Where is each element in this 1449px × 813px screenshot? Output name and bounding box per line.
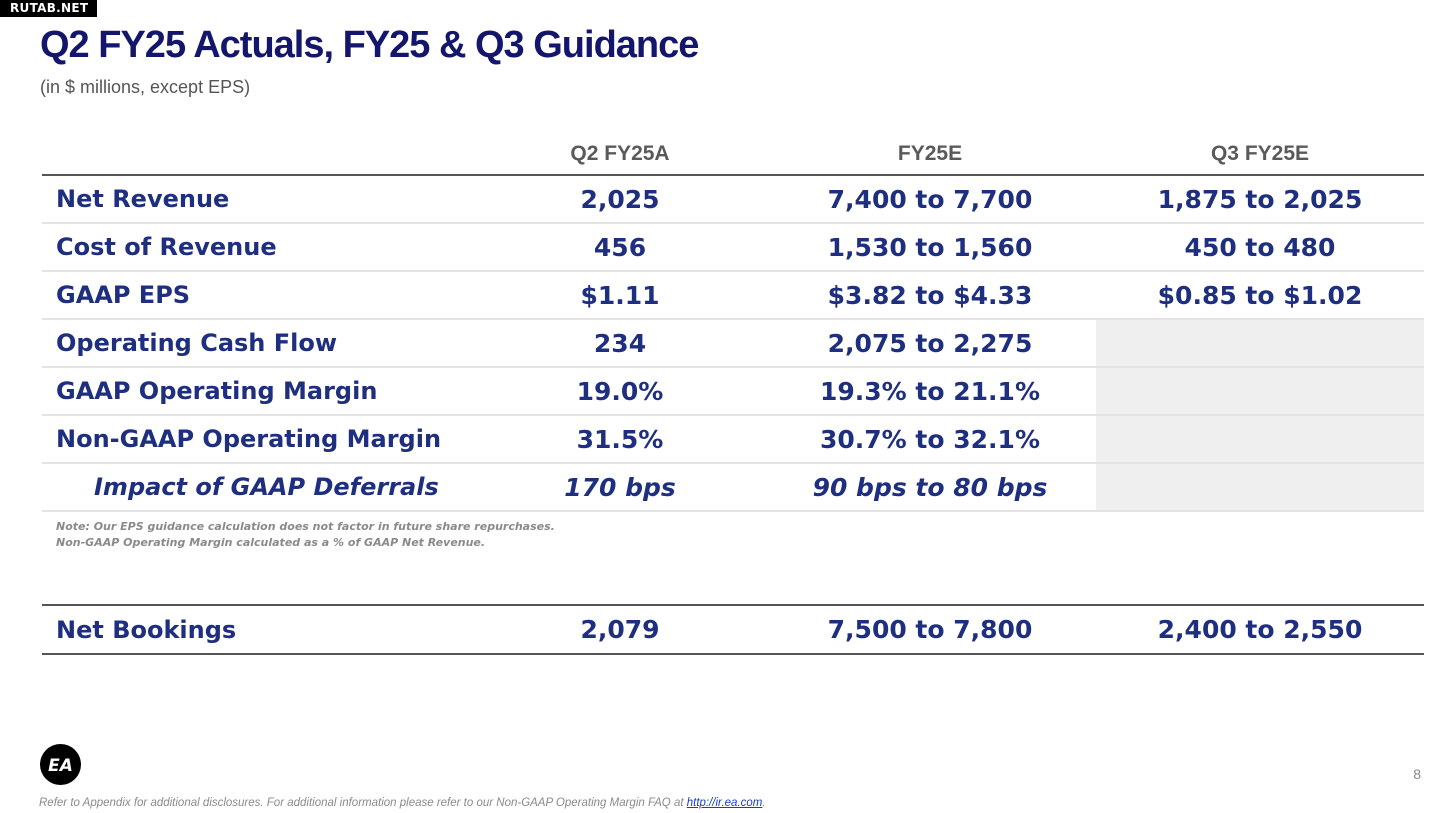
- cell-q3: 2,400 to 2,550: [1157, 615, 1363, 644]
- cell-q3: $0.85 to $1.02: [1157, 280, 1363, 310]
- page-subtitle: (in $ millions, except EPS): [40, 77, 251, 97]
- row-label: Net Revenue: [56, 185, 230, 213]
- cell-fy: 90 bps to 80 bps: [812, 472, 1048, 502]
- cell-fy: 7,400 to 7,700: [827, 184, 1033, 214]
- table-row: Net Bookings 2,079 7,500 to 7,800 2,400 …: [42, 606, 1424, 655]
- cell-fy: 1,530 to 1,560: [827, 232, 1033, 262]
- row-label: Impact of GAAP Deferrals: [94, 473, 439, 501]
- row-label: GAAP EPS: [56, 281, 191, 309]
- cell-q2: 456: [593, 232, 647, 262]
- empty-shaded-cell: [1096, 416, 1424, 462]
- row-label: GAAP Operating Margin: [56, 377, 378, 405]
- cell-q2: 234: [593, 328, 647, 358]
- row-label: Operating Cash Flow: [56, 329, 338, 357]
- table-row: Operating Cash Flow 234 2,075 to 2,275: [42, 320, 1424, 368]
- table-row: GAAP EPS $1.11 $3.82 to $4.33 $0.85 to $…: [42, 272, 1424, 320]
- row-label: Cost of Revenue: [56, 233, 277, 261]
- empty-shaded-cell: [1096, 320, 1424, 366]
- cell-q2: 170 bps: [564, 472, 676, 502]
- column-header-q2-actual: Q2 FY25A: [570, 142, 670, 165]
- ea-logo-icon: EA: [40, 744, 81, 785]
- table-row: Non-GAAP Operating Margin 31.5% 30.7% to…: [42, 416, 1424, 464]
- empty-shaded-cell: [1096, 368, 1424, 414]
- page-title: Q2 FY25 Actuals, FY25 & Q3 Guidance: [40, 24, 699, 66]
- cell-fy: 2,075 to 2,275: [827, 328, 1033, 358]
- ea-logo-text: EA: [48, 756, 73, 776]
- footer-disclaimer: Refer to Appendix for additional disclos…: [39, 797, 766, 809]
- page-number: 8: [1413, 766, 1421, 782]
- table-row: GAAP Operating Margin 19.0% 19.3% to 21.…: [42, 368, 1424, 416]
- cell-fy: $3.82 to $4.33: [827, 280, 1033, 310]
- footer-text: Refer to Appendix for additional disclos…: [39, 797, 687, 809]
- table-row: Cost of Revenue 456 1,530 to 1,560 450 t…: [42, 224, 1424, 272]
- guidance-table: Q2 FY25A FY25E Q3 FY25E Net Revenue 2,02…: [42, 128, 1424, 512]
- cell-fy: 19.3% to 21.1%: [820, 376, 1040, 406]
- cell-q2: 19.0%: [576, 376, 664, 406]
- cell-q2: 2,079: [580, 615, 660, 644]
- footnote-line-1: Note: Our EPS guidance calculation does …: [56, 520, 555, 533]
- cell-fy: 7,500 to 7,800: [827, 615, 1033, 644]
- cell-q3: 450 to 480: [1184, 232, 1336, 262]
- ir-link[interactable]: http://ir.ea.com: [686, 797, 763, 809]
- cell-fy: 30.7% to 32.1%: [820, 424, 1040, 454]
- net-bookings-table: Net Bookings 2,079 7,500 to 7,800 2,400 …: [42, 604, 1424, 655]
- footnote: Note: Our EPS guidance calculation does …: [56, 519, 555, 550]
- row-label: Net Bookings: [56, 615, 237, 644]
- footnote-line-2: Non-GAAP Operating Margin calculated as …: [56, 535, 486, 549]
- column-header-fy-estimate: FY25E: [897, 142, 963, 165]
- column-header-q3-estimate: Q3 FY25E: [1210, 142, 1310, 165]
- cell-q3: 1,875 to 2,025: [1157, 184, 1363, 214]
- cell-q2: 2,025: [580, 184, 660, 214]
- cell-q2: $1.11: [580, 280, 660, 310]
- table-row: Net Revenue 2,025 7,400 to 7,700 1,875 t…: [42, 176, 1424, 224]
- cell-q2: 31.5%: [576, 424, 664, 454]
- empty-shaded-cell: [1096, 464, 1424, 510]
- table-header-row: Q2 FY25A FY25E Q3 FY25E: [42, 128, 1424, 176]
- footer-suffix: .: [762, 797, 766, 809]
- row-label: Non-GAAP Operating Margin: [56, 425, 442, 453]
- watermark: RUTAB.NET: [0, 0, 98, 17]
- table-row: Impact of GAAP Deferrals 170 bps 90 bps …: [42, 464, 1424, 512]
